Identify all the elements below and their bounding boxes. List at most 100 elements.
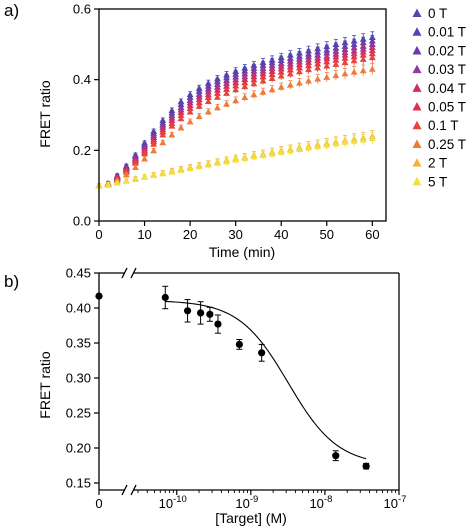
- data-point: [132, 159, 139, 166]
- data-point: [204, 97, 212, 104]
- data-point: [359, 136, 367, 143]
- panel-b-label: b): [4, 272, 19, 291]
- data-point: [104, 180, 112, 187]
- data-point: [141, 173, 148, 180]
- y-tick-label: 0.45: [66, 266, 91, 281]
- data-point: [332, 60, 340, 67]
- panel-b-x-axis-label: [Target] (M): [215, 510, 287, 526]
- data-point: [296, 79, 303, 86]
- data-point: [314, 143, 322, 150]
- data-point: [186, 108, 194, 115]
- data-point: [141, 150, 148, 157]
- x-tick-label: 10: [137, 227, 151, 242]
- legend-marker: [412, 158, 422, 167]
- data-marker: [362, 462, 370, 470]
- data-point: [195, 102, 203, 109]
- legend-marker: [412, 102, 422, 111]
- data-point: [195, 96, 203, 103]
- data-marker: [206, 310, 214, 318]
- data-point: [177, 166, 185, 173]
- legend-label: 0.05 T: [428, 100, 466, 115]
- data-point: [250, 76, 258, 83]
- data-point: [161, 285, 169, 310]
- legend-label: 0.25 T: [428, 137, 466, 152]
- data-point: [323, 62, 331, 69]
- data-point: [305, 66, 312, 73]
- data-marker: [214, 320, 222, 328]
- data-point: [350, 57, 358, 64]
- data-point: [277, 72, 285, 79]
- data-point: [214, 314, 222, 334]
- data-point: [214, 159, 221, 166]
- axis-break-mark: [130, 484, 137, 496]
- x-tick-label: 30: [228, 227, 242, 242]
- panel-b: b) 0.15 0.20 0.25 0.30 0.35 0.40 0.45 0 10-10 10…: [4, 266, 406, 527]
- legend-marker: [412, 120, 422, 130]
- data-point: [122, 171, 130, 178]
- y-tick-label: 0.25: [66, 406, 91, 421]
- legend-marker: [412, 139, 422, 148]
- data-point: [314, 75, 322, 82]
- data-point: [332, 140, 340, 147]
- data-point: [368, 134, 376, 142]
- data-point: [296, 68, 303, 75]
- data-point: [250, 91, 258, 98]
- legend-label: 5 T: [428, 174, 447, 189]
- data-point: [186, 118, 194, 125]
- y-tick-label: 0.6: [73, 2, 91, 17]
- panel-a-plot-frame: [98, 8, 387, 222]
- data-point: [159, 139, 167, 146]
- data-point: [296, 145, 303, 152]
- data-point: [223, 89, 230, 96]
- data-point: [195, 99, 203, 106]
- data-point: [259, 151, 267, 158]
- data-point: [241, 82, 249, 90]
- x-tick-label: 0: [95, 227, 102, 242]
- data-point: [122, 177, 130, 184]
- y-tick-label: 0.4: [73, 72, 91, 87]
- legend-marker: [412, 45, 422, 55]
- data-point: [268, 150, 276, 157]
- data-point: [214, 89, 221, 96]
- data-point: [359, 55, 367, 62]
- panel-b-fit-curve: [165, 300, 367, 460]
- data-point: [232, 97, 240, 104]
- data-point: [332, 450, 340, 462]
- legend-marker: [412, 27, 422, 36]
- data-point: [362, 462, 370, 470]
- legend-marker: [412, 64, 422, 74]
- data-point: [368, 65, 376, 72]
- data-point: [232, 86, 240, 93]
- y-tick-label: 0.15: [66, 476, 91, 491]
- series-0-03-T: [95, 41, 376, 189]
- panel-a-legend: 0 T 0.01 T 0.02 T 0.03 T 0.04 T 0.05 T 0.1 T 0.…: [412, 6, 466, 189]
- panel-b-y-axis-label: FRET ratio: [37, 351, 53, 419]
- data-point: [223, 158, 230, 165]
- data-point: [214, 93, 221, 100]
- data-point: [183, 299, 192, 323]
- data-point: [241, 79, 249, 86]
- legend-label: 0 T: [428, 6, 447, 21]
- legend-label: 0.01 T: [428, 25, 466, 40]
- x-tick-label: 10-10: [159, 494, 187, 511]
- data-point: [223, 100, 230, 107]
- data-point: [268, 74, 276, 81]
- data-point: [341, 70, 349, 77]
- x-tick-label: 10-7: [384, 494, 407, 511]
- data-point: [214, 104, 221, 111]
- x-tick-label: 20: [183, 227, 197, 242]
- x-tick-label: 10-9: [235, 494, 258, 511]
- data-point: [286, 147, 294, 154]
- data-point: [150, 172, 158, 179]
- data-point: [195, 87, 203, 94]
- data-point: [350, 68, 358, 75]
- data-point: [168, 168, 176, 175]
- panel-a-y-ticks: 0.0 0.2 0.4 0.6: [73, 2, 99, 229]
- data-point: [258, 343, 266, 362]
- x-tick-label: 0: [95, 496, 102, 511]
- legend-label: 0.02 T: [428, 43, 466, 58]
- legend-marker: [412, 176, 422, 186]
- panel-b-data-points: [95, 285, 370, 470]
- data-point: [232, 156, 240, 163]
